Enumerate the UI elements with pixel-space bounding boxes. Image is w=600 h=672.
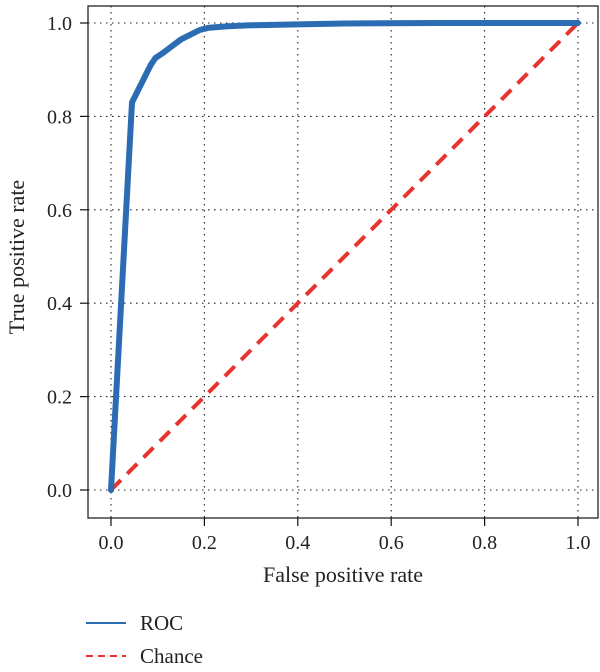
legend-label-roc: ROC	[140, 611, 183, 635]
x-tick-label: 0.8	[472, 532, 497, 554]
x-tick-label: 0.4	[285, 532, 310, 554]
plot-frame	[87, 5, 599, 519]
legend-label-chance: Chance	[140, 644, 203, 668]
y-tick-label: 0.8	[47, 106, 72, 128]
y-tick-label: 1.0	[47, 13, 72, 35]
y-tick-label: 0.4	[47, 293, 72, 315]
x-tick-label: 0.2	[192, 532, 217, 554]
legend: ROC Chance	[86, 611, 203, 668]
y-tick-label: 0.0	[47, 480, 72, 502]
grid	[88, 6, 598, 518]
ticks: 0.0 0.2 0.4 0.6 0.8 1.0 0.0 0.2 0.4 0.6 0.8 1.0	[47, 13, 591, 554]
x-axis-title: False positive rate	[263, 562, 423, 587]
series-line-roc	[108, 20, 581, 493]
y-axis-title: True positive rate	[4, 180, 29, 334]
x-tick-label: 0.0	[99, 532, 124, 554]
y-tick-label: 0.6	[47, 200, 72, 222]
x-tick-label: 0.6	[379, 532, 404, 554]
series-group	[108, 20, 581, 493]
y-tick-label: 0.2	[47, 387, 72, 409]
series-line-chance	[109, 21, 580, 492]
x-tick-label: 1.0	[566, 532, 591, 554]
